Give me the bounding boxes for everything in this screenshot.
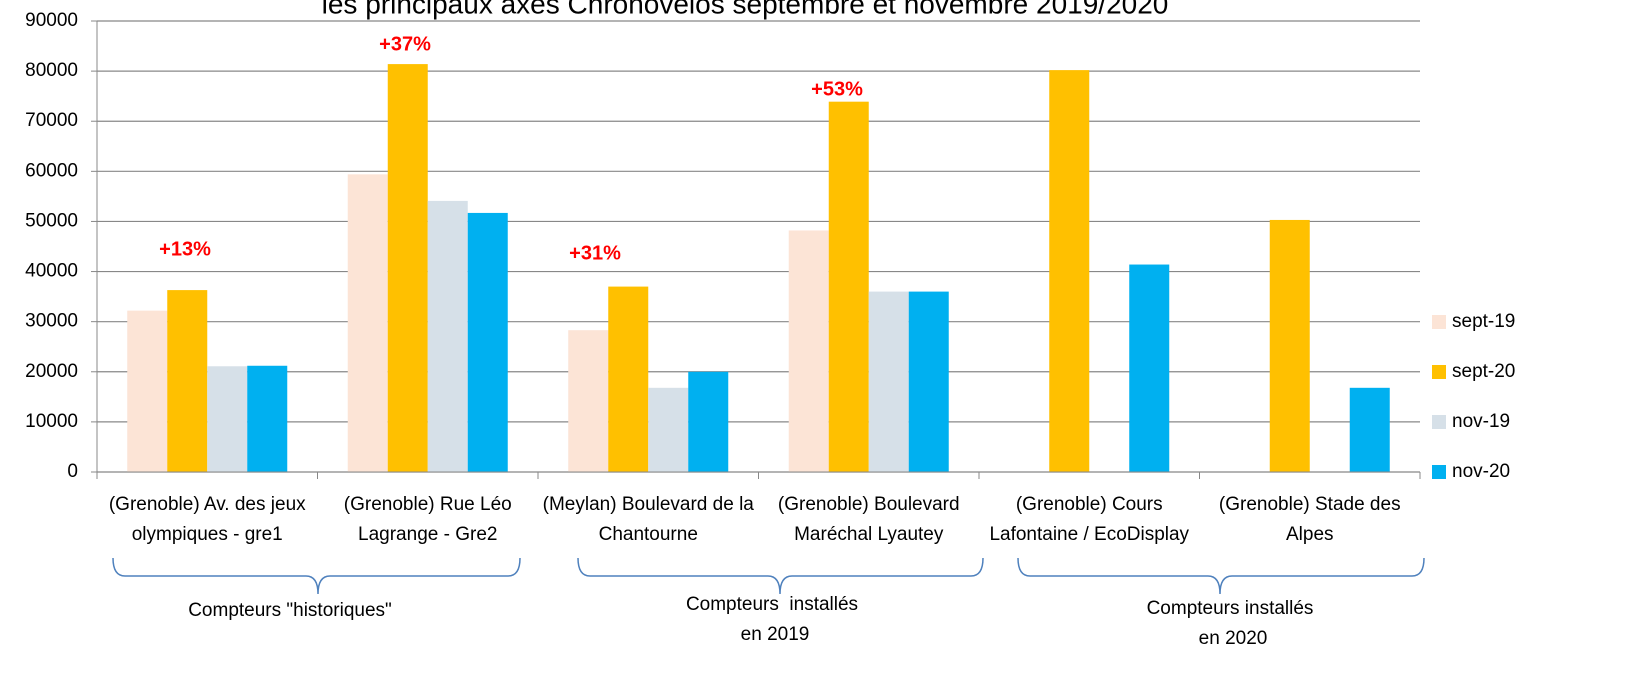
annotation: +37% xyxy=(379,33,431,55)
y-tick-label: 40000 xyxy=(25,261,78,282)
annotation: +13% xyxy=(159,238,211,260)
legend-label: sept-19 xyxy=(1452,311,1515,332)
y-tick-label: 70000 xyxy=(25,110,78,131)
x-tick-label: (Grenoble) Boulevard Maréchal Lyautey xyxy=(777,494,960,545)
group-label: en 2019 xyxy=(741,624,810,645)
bar xyxy=(828,101,869,472)
bar xyxy=(167,290,208,472)
bracket xyxy=(112,557,521,595)
legend-label: sept-20 xyxy=(1452,361,1515,382)
bar xyxy=(1049,70,1090,472)
y-tick-label: 10000 xyxy=(25,411,78,432)
bar xyxy=(908,291,949,472)
bar xyxy=(427,200,468,472)
x-tick-label: (Grenoble) Rue Léo Lagrange - Gre2 xyxy=(343,494,512,545)
y-tick-label: 30000 xyxy=(25,311,78,332)
legend-label: nov-19 xyxy=(1452,411,1510,432)
legend-swatch xyxy=(1432,315,1446,329)
y-tick-label: 60000 xyxy=(25,160,78,181)
y-tick-label: 80000 xyxy=(25,60,78,81)
x-tick-label: (Grenoble) Cours Lafontaine / EcoDisplay xyxy=(989,494,1190,545)
x-tick-label: (Meylan) Boulevard de la Chantourne xyxy=(542,494,754,545)
y-tick-label: 90000 xyxy=(25,10,78,31)
bar xyxy=(387,64,428,473)
bar xyxy=(1349,387,1390,472)
group-label: Compteurs installés xyxy=(1147,598,1314,619)
bar xyxy=(648,387,689,472)
annotation: +31% xyxy=(569,242,621,264)
legend-swatch xyxy=(1432,415,1446,429)
bar xyxy=(467,212,508,473)
group-label: Compteurs "historiques" xyxy=(188,600,392,621)
bar xyxy=(127,310,168,472)
bar xyxy=(247,365,288,472)
annotation: +53% xyxy=(811,78,863,100)
bracket xyxy=(577,557,984,595)
legend-swatch xyxy=(1432,365,1446,379)
bracket xyxy=(1017,557,1425,595)
y-tick-label: 20000 xyxy=(25,361,78,382)
bar xyxy=(868,291,909,472)
bar xyxy=(788,230,829,472)
x-tick-label: (Grenoble) Stade des Alpes xyxy=(1218,494,1401,545)
bar xyxy=(1129,264,1170,472)
group-label: en 2020 xyxy=(1199,628,1268,649)
chart-title: les principaux axes Chronovélos septembr… xyxy=(322,0,1169,19)
x-tick-label: (Grenoble) Av. des jeux olympiques - gre… xyxy=(108,494,306,545)
legend-swatch xyxy=(1432,465,1446,479)
bar xyxy=(568,330,609,472)
bar xyxy=(207,366,248,472)
bar xyxy=(1269,219,1310,472)
bar xyxy=(688,371,729,472)
legend-label: nov-20 xyxy=(1452,461,1510,482)
bar xyxy=(347,174,388,472)
group-label: Compteurs installés xyxy=(686,594,858,615)
y-tick-label: 0 xyxy=(67,461,78,482)
y-tick-label: 50000 xyxy=(25,210,78,231)
bar xyxy=(608,286,649,472)
brackets xyxy=(112,557,1425,595)
